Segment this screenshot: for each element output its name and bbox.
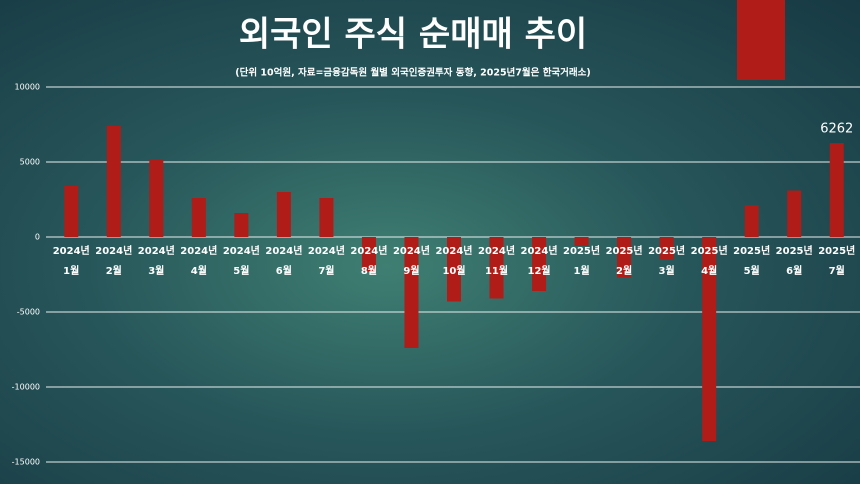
x-tick-label: 2024년 5월 xyxy=(222,246,260,277)
x-tick-label: 2025년 2월 xyxy=(605,246,643,277)
bar xyxy=(532,237,547,291)
bar xyxy=(361,237,376,272)
bar xyxy=(191,198,206,237)
x-tick-label: 2025년 7월 xyxy=(818,246,856,277)
x-tick-label: 2024년 6월 xyxy=(265,246,303,277)
bar xyxy=(702,237,717,441)
bar xyxy=(404,237,419,348)
x-tick-label: 2024년 7월 xyxy=(307,246,345,277)
y-tick-label: -15000 xyxy=(12,458,40,467)
x-tick-label: 2025년 6월 xyxy=(775,246,813,277)
x-tick-label: 2024년 10월 xyxy=(435,246,473,277)
bar xyxy=(106,126,121,237)
x-tick-label: 2024년 9월 xyxy=(392,246,430,277)
y-tick-label: -10000 xyxy=(12,383,40,392)
bar xyxy=(489,237,504,299)
chart-subtitle: (단위 10억원, 자료=금융감독원 월별 외국인증권투자 동향, 2025년7… xyxy=(235,67,590,79)
x-tick-label: 2024년 12월 xyxy=(520,246,558,277)
y-tick-label: -5000 xyxy=(17,308,40,317)
y-tick-label: 0 xyxy=(35,233,40,242)
x-tick-label: 2025년 5월 xyxy=(733,246,771,277)
x-tick-label: 2024년 11월 xyxy=(477,246,516,277)
bar xyxy=(447,237,461,302)
x-tick-label: 2025년 4월 xyxy=(690,246,728,277)
bar xyxy=(234,213,249,237)
bar xyxy=(787,190,802,237)
bar xyxy=(319,198,334,237)
decoration xyxy=(737,0,785,80)
bar xyxy=(276,192,291,237)
x-tick-label: 2025년 1월 xyxy=(563,246,601,277)
x-tick-label: 2025년 3월 xyxy=(648,246,686,277)
x-tick-label: 2024년 1월 xyxy=(52,246,90,277)
x-tick-label: 2024년 2월 xyxy=(95,246,133,277)
value-label: 6262 xyxy=(820,122,853,137)
bar xyxy=(149,159,164,237)
x-tick-label: 2024년 4월 xyxy=(180,246,218,277)
y-tick-label: 10000 xyxy=(15,83,40,92)
bar xyxy=(617,237,632,278)
bar xyxy=(659,237,674,260)
chart-title: 외국인 주식 순매매 추이 xyxy=(239,15,587,55)
y-tick-label: 5000 xyxy=(20,158,40,167)
x-tick-label: 2024년 3월 xyxy=(137,246,175,277)
bar xyxy=(744,205,759,237)
bar xyxy=(829,143,844,237)
bar xyxy=(574,237,589,246)
x-tick-label: 2024년 8월 xyxy=(350,246,388,277)
bar xyxy=(64,186,79,237)
